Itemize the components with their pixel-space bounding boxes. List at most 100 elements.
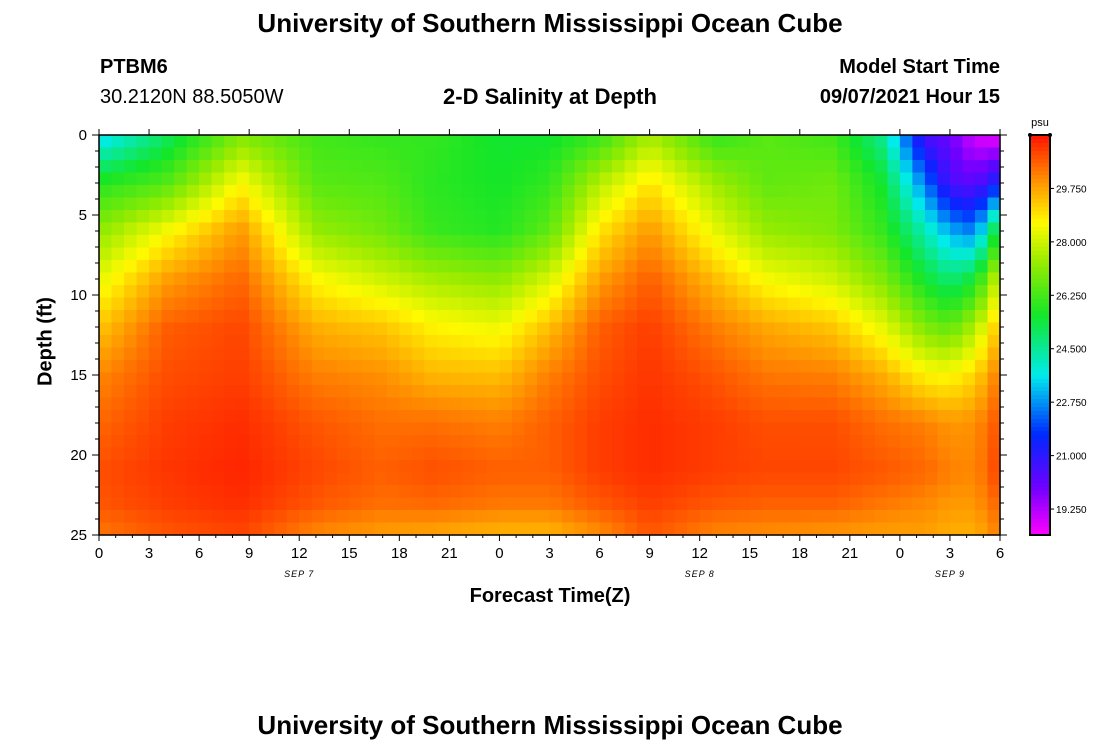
heatmap-cell — [937, 435, 951, 449]
heatmap-cell — [411, 510, 425, 524]
heatmap-cell — [899, 360, 913, 374]
heatmap-cell — [749, 410, 763, 424]
heatmap-cell — [499, 397, 513, 411]
heatmap-cell — [912, 247, 926, 261]
heatmap-cell — [712, 485, 726, 499]
heatmap-cell — [749, 147, 763, 161]
heatmap-cell — [924, 497, 939, 511]
heatmap-cell — [274, 460, 288, 474]
x-tick-label: 21 — [841, 545, 858, 562]
heatmap-cell — [411, 522, 425, 536]
heatmap-cell — [737, 460, 751, 474]
heatmap-cell — [399, 460, 413, 474]
heatmap-cell — [862, 285, 876, 299]
heatmap-cell — [549, 360, 563, 374]
colorbar-segment — [1030, 531, 1050, 536]
heatmap-cell — [299, 210, 313, 224]
heatmap-cell — [612, 172, 626, 186]
heatmap-cell — [787, 160, 801, 174]
heatmap-cell — [787, 435, 801, 449]
heatmap-cell — [574, 510, 588, 524]
heatmap-cell — [474, 197, 488, 211]
heatmap-cell — [987, 185, 1001, 199]
heatmap-cell — [962, 272, 976, 286]
heatmap-cell — [712, 147, 726, 161]
heatmap-cell — [862, 210, 876, 224]
heatmap-cell — [687, 310, 701, 324]
heatmap-cell — [499, 197, 513, 211]
heatmap-cell — [474, 160, 488, 174]
heatmap-cell — [286, 447, 300, 461]
heatmap-cell — [461, 410, 476, 424]
heatmap-cell — [236, 485, 250, 499]
heatmap-cell — [562, 472, 576, 486]
heatmap-cell — [937, 422, 951, 436]
heatmap-cell — [987, 485, 1001, 499]
heatmap-cell — [324, 347, 338, 361]
heatmap-cell — [274, 260, 288, 274]
heatmap-cell — [436, 385, 450, 399]
heatmap-cell — [186, 472, 200, 486]
heatmap-cell — [637, 247, 651, 261]
heatmap-cell — [311, 397, 325, 411]
heatmap-cell — [912, 222, 926, 236]
heatmap-cell — [737, 472, 751, 486]
heatmap-cell — [837, 235, 851, 249]
heatmap-cell — [574, 135, 588, 149]
heatmap-cell — [299, 260, 313, 274]
heatmap-cell — [949, 310, 964, 324]
heatmap-cell — [837, 472, 851, 486]
heatmap-cell — [737, 172, 751, 186]
heatmap-cell — [974, 522, 989, 536]
colorbar-segment — [1030, 227, 1050, 232]
heatmap-cell — [249, 247, 263, 261]
heatmap-cell — [749, 285, 763, 299]
heatmap-cell — [662, 210, 676, 224]
heatmap-cell — [974, 135, 989, 149]
heatmap-cell — [737, 335, 751, 349]
heatmap-cell — [949, 172, 964, 186]
heatmap-cell — [124, 210, 138, 224]
heatmap-cell — [674, 447, 688, 461]
heatmap-cell — [587, 510, 601, 524]
heatmap-cell — [712, 235, 726, 249]
heatmap-cell — [361, 347, 375, 361]
heatmap-cell — [186, 185, 200, 199]
heatmap-cell — [174, 297, 188, 311]
heatmap-cell — [874, 272, 888, 286]
heatmap-cell — [199, 235, 213, 249]
heatmap-cell — [574, 322, 588, 336]
heatmap-cell — [724, 522, 738, 536]
heatmap-cell — [236, 335, 250, 349]
heatmap-cell — [624, 322, 638, 336]
heatmap-cell — [612, 272, 626, 286]
heatmap-cell — [374, 135, 388, 149]
heatmap-cell — [99, 397, 113, 411]
heatmap-cell — [674, 360, 688, 374]
heatmap-cell — [186, 422, 200, 436]
heatmap-cell — [699, 160, 713, 174]
heatmap-cell — [862, 410, 876, 424]
heatmap-cell — [574, 460, 588, 474]
heatmap-cell — [799, 172, 813, 186]
heatmap-cell — [361, 435, 375, 449]
colorbar-segment — [1030, 339, 1050, 344]
heatmap-cell — [574, 160, 588, 174]
heatmap-cell — [974, 510, 989, 524]
heatmap-cell — [549, 510, 563, 524]
heatmap-cell — [699, 197, 713, 211]
heatmap-cell — [399, 485, 413, 499]
heatmap-cell — [99, 447, 113, 461]
heatmap-cell — [336, 297, 350, 311]
heatmap-cell — [236, 272, 250, 286]
heatmap-cell — [987, 497, 1001, 511]
heatmap-cell — [799, 297, 813, 311]
heatmap-cell — [549, 135, 563, 149]
heatmap-cell — [699, 460, 713, 474]
heatmap-cell — [536, 285, 551, 299]
heatmap-cell — [411, 235, 425, 249]
heatmap-cell — [899, 172, 913, 186]
heatmap-cell — [349, 210, 363, 224]
heatmap-cell — [974, 460, 989, 474]
heatmap-cell — [436, 210, 450, 224]
